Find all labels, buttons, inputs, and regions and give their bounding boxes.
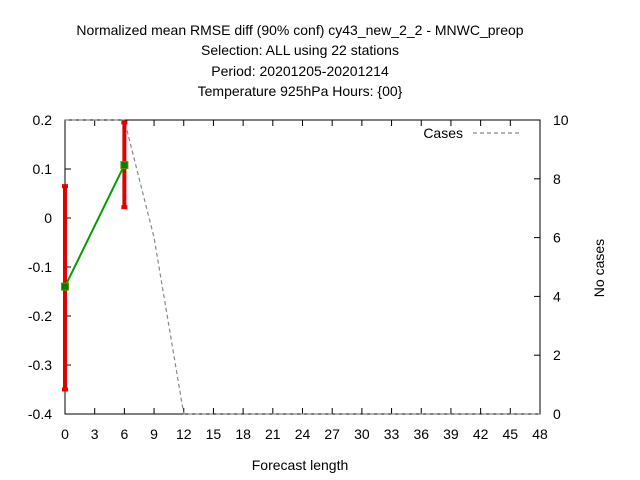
y-tick-label: -0.2 [28,308,52,324]
y2-tick-label: 10 [553,112,569,128]
x-tick-label: 12 [176,426,192,442]
y2-tick-label: 6 [553,230,561,246]
y-tick-label: -0.3 [28,357,52,373]
x-tick-label: 21 [265,426,281,442]
title-line-2: Selection: ALL using 22 stations [201,42,399,58]
title-line-1: Normalized mean RMSE diff (90% conf) cy4… [76,22,523,38]
x-tick-label: 39 [443,426,459,442]
x-axis-label: Forecast length [252,457,349,473]
y2-tick-label: 4 [553,288,561,304]
x-tick-label: 33 [384,426,400,442]
series-line-cases [65,119,540,415]
series-line-rmse-diff [64,164,126,288]
y-tick-label: 0.1 [33,161,53,177]
x-tick-label: 9 [150,426,158,442]
data-point [61,282,69,291]
legend: Cases [423,125,521,141]
x-tick-label: 0 [61,426,69,442]
y2-tick-label: 0 [553,406,561,422]
x-tick-label: 3 [91,426,99,442]
legend-label-cases: Cases [423,125,463,141]
y2-tick-label: 2 [553,347,561,363]
y2-axis-label: No cases [591,239,607,297]
x-tick-label: 30 [354,426,370,442]
title-line-3: Period: 20201205-20201214 [211,63,389,79]
plot-frame [64,119,541,415]
x-tick-label: 18 [235,426,251,442]
plot-area: 0 3 6 9 12 15 18 21 24 27 30 33 36 39 42 45 480.20.10-0.… [28,112,569,442]
y-tick-label: 0.2 [33,112,53,128]
x-tick-label: 24 [295,426,311,442]
title-line-4: Temperature 925hPa Hours: {00} [198,83,403,99]
y2-tick-label: 8 [553,171,561,187]
chart-title: Normalized mean RMSE diff (90% conf) cy4… [76,22,523,99]
x-tick-label: 42 [473,426,489,442]
y-tick-label: -0.4 [28,406,52,422]
x-tick-label: 48 [532,426,548,442]
x-tick-label: 45 [503,426,519,442]
y-tick-label: 0 [44,210,52,226]
x-tick-label: 36 [413,426,429,442]
y-tick-label: -0.1 [28,259,52,275]
x-tick-label: 27 [324,426,340,442]
x-tick-label: 15 [206,426,222,442]
data-point [120,161,129,170]
x-tick-label: 6 [120,426,128,442]
